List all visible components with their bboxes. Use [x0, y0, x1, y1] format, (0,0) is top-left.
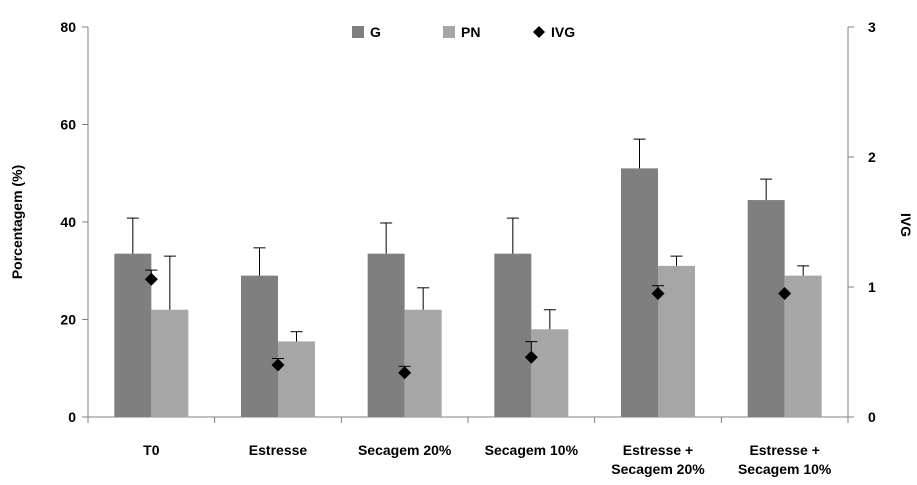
legend: G PN IVG: [352, 24, 575, 40]
bar-g: [747, 200, 785, 417]
y-tick-label: 0: [68, 409, 76, 425]
bar-pn: [658, 265, 695, 417]
ivg-marker: [651, 287, 665, 300]
y-tick-label: 40: [60, 214, 76, 230]
ivg-marker: [144, 272, 158, 286]
x-category-label: Estresse +: [623, 442, 693, 458]
x-axis: T0 Estresse Secagem 20% Secagem 10% Estresse…: [87, 416, 849, 477]
y-axis-right: 0 1 2 3: [847, 19, 876, 425]
bar-pn: [531, 329, 569, 417]
ivg-marker: [778, 287, 792, 300]
y2-tick-label: 0: [868, 409, 876, 425]
x-category-label: Estresse +: [749, 442, 819, 458]
y-tick-label: 20: [60, 312, 76, 328]
legend-label-ivg: IVG: [551, 24, 575, 40]
legend-label-g: G: [370, 24, 381, 40]
bar-g: [114, 253, 152, 417]
legend-label-pn: PN: [461, 24, 480, 40]
ivg-markers: [144, 269, 792, 380]
x-category-label: T0: [143, 442, 160, 458]
x-category-label: Estresse: [249, 442, 308, 458]
bar-g: [494, 253, 532, 417]
y-axis-title: Porcentagem (%): [9, 165, 25, 279]
bar-pn: [784, 275, 822, 417]
x-category-label: Secagem 20%: [358, 442, 452, 458]
legend-swatch-ivg: [533, 26, 545, 38]
x-category-label: Secagem 10%: [485, 442, 579, 458]
x-category-label: Secagem 10%: [738, 461, 832, 477]
bars: [114, 138, 822, 417]
y-axis-left: 0 20 40 60 80: [60, 19, 89, 425]
y2-tick-label: 1: [868, 279, 876, 295]
bar-pn: [404, 309, 442, 417]
bar-g: [241, 275, 278, 417]
legend-swatch-pn: [443, 26, 455, 38]
legend-swatch-g: [352, 26, 364, 38]
y2-axis-title: IVG: [898, 213, 914, 237]
bar-pn: [278, 341, 315, 417]
ivg-marker: [271, 358, 285, 372]
bar-g: [621, 168, 658, 417]
bar-pn: [151, 309, 189, 417]
y-tick-label: 80: [60, 19, 76, 35]
ivg-marker: [524, 350, 538, 364]
x-category-label: Secagem 20%: [611, 461, 705, 477]
y-tick-label: 60: [60, 117, 76, 133]
ivg-marker: [398, 366, 412, 380]
y2-tick-label: 3: [868, 19, 876, 35]
bar-g: [367, 253, 405, 417]
y2-tick-label: 2: [868, 149, 876, 165]
